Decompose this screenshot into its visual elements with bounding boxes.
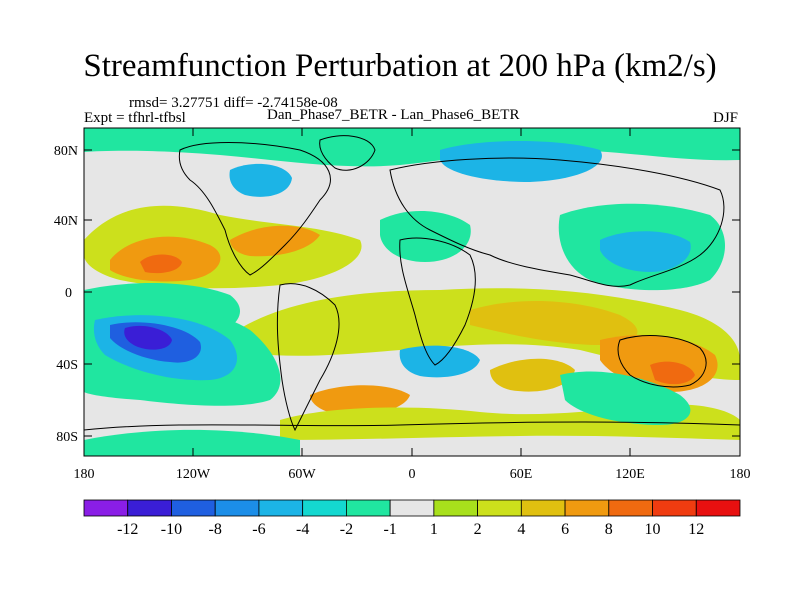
colorbar-swatch (389, 499, 435, 517)
lon-label-120e: 120E (615, 467, 645, 482)
colorbar-label: -2 (340, 521, 353, 538)
colorbar-swatch (477, 499, 522, 517)
contour-pos-south-indian (490, 358, 575, 392)
coast-antarctica (84, 421, 740, 431)
colorbar-swatch (695, 499, 741, 517)
lon-label-120w: 120W (176, 467, 211, 482)
subtitle-label: Dan_Phase7_BETR - Lan_Phase6_BETR (267, 107, 520, 123)
lat-label-80s: 80S (56, 430, 78, 445)
lat-label-40n: 40N (54, 214, 78, 229)
experiment-label: Expt = tfhrl-tfbsl (84, 110, 186, 126)
contour-pos-indian-ocean (470, 300, 638, 345)
contour-neg-africa-east (380, 210, 471, 262)
contour-neg-arctic-core (440, 141, 602, 182)
coast-south-america (276, 283, 340, 432)
colorbar-swatch (564, 499, 610, 517)
colorbar-swatch (171, 499, 216, 517)
contour-neg-antarctic (84, 429, 300, 456)
coast-greenland (319, 135, 376, 171)
colorbar-label: -1 (383, 521, 396, 538)
coast-africa (399, 237, 476, 366)
colorbar-label: 1 (430, 521, 438, 538)
lat-label-0: 0 (65, 286, 72, 301)
season-label: DJF (713, 110, 739, 126)
stats-label: rmsd= 3.27751 diff= -2.74158e-08 (129, 95, 338, 111)
colorbar-swatch (83, 499, 129, 517)
colorbar-label: -8 (209, 521, 222, 538)
colorbar-label: 2 (474, 521, 482, 538)
contour-pos-australia-core (650, 361, 695, 385)
colorbar-swatch (608, 499, 653, 517)
colorbar-label: 12 (688, 521, 704, 538)
colorbar-label: -6 (252, 521, 265, 538)
contour-pos-namerica (230, 225, 320, 257)
colorbar-swatch (345, 499, 391, 517)
map-title: Streamfunction Perturbation at 200 hPa (… (83, 48, 717, 84)
contour-neg-eurasia-core (600, 231, 691, 272)
colorbar-label: 10 (645, 521, 661, 538)
contour-neg-south-pacific-core (124, 325, 172, 350)
coastlines (84, 135, 740, 432)
lat-ticks (84, 149, 740, 437)
colorbar-label: -4 (296, 521, 309, 538)
coast-north-america (178, 142, 331, 276)
lat-label-80n: 80N (54, 144, 78, 159)
contour-neg-arctic (84, 128, 740, 167)
colorbar-swatch (652, 499, 697, 517)
colorbar-label: -10 (161, 521, 182, 538)
lon-label-180e: 180 (730, 467, 751, 482)
lon-ticks (83, 128, 741, 456)
lat-label-40s: 40S (56, 358, 78, 373)
colorbar-swatch (433, 499, 479, 517)
lon-label-0: 0 (409, 467, 416, 482)
coast-europe-asia (389, 157, 725, 287)
contour-pos-npacific-center (140, 254, 182, 274)
contour-neg-south-ocean (560, 371, 691, 425)
colorbar: -12 -10 -8 -6 -4 -2 -1 1 2 4 6 8 10 12 (83, 499, 741, 538)
colorbar-label: 4 (517, 521, 525, 538)
colorbar-swatch (520, 499, 566, 517)
lon-label-180w: 180 (74, 467, 95, 482)
lon-label-60e: 60E (510, 467, 533, 482)
colorbar-label: 8 (605, 521, 613, 538)
colorbar-label: -12 (117, 521, 138, 538)
colorbar-label: 6 (561, 521, 569, 538)
coast-australia (617, 335, 707, 388)
colorbar-swatch (214, 499, 260, 517)
contour-neg-npacific-north (229, 163, 292, 197)
colorbar-swatch (302, 499, 347, 517)
lon-label-60w: 60W (288, 467, 316, 482)
colorbar-swatch (127, 499, 172, 517)
colorbar-swatch (258, 499, 304, 517)
contour-field (84, 128, 740, 456)
